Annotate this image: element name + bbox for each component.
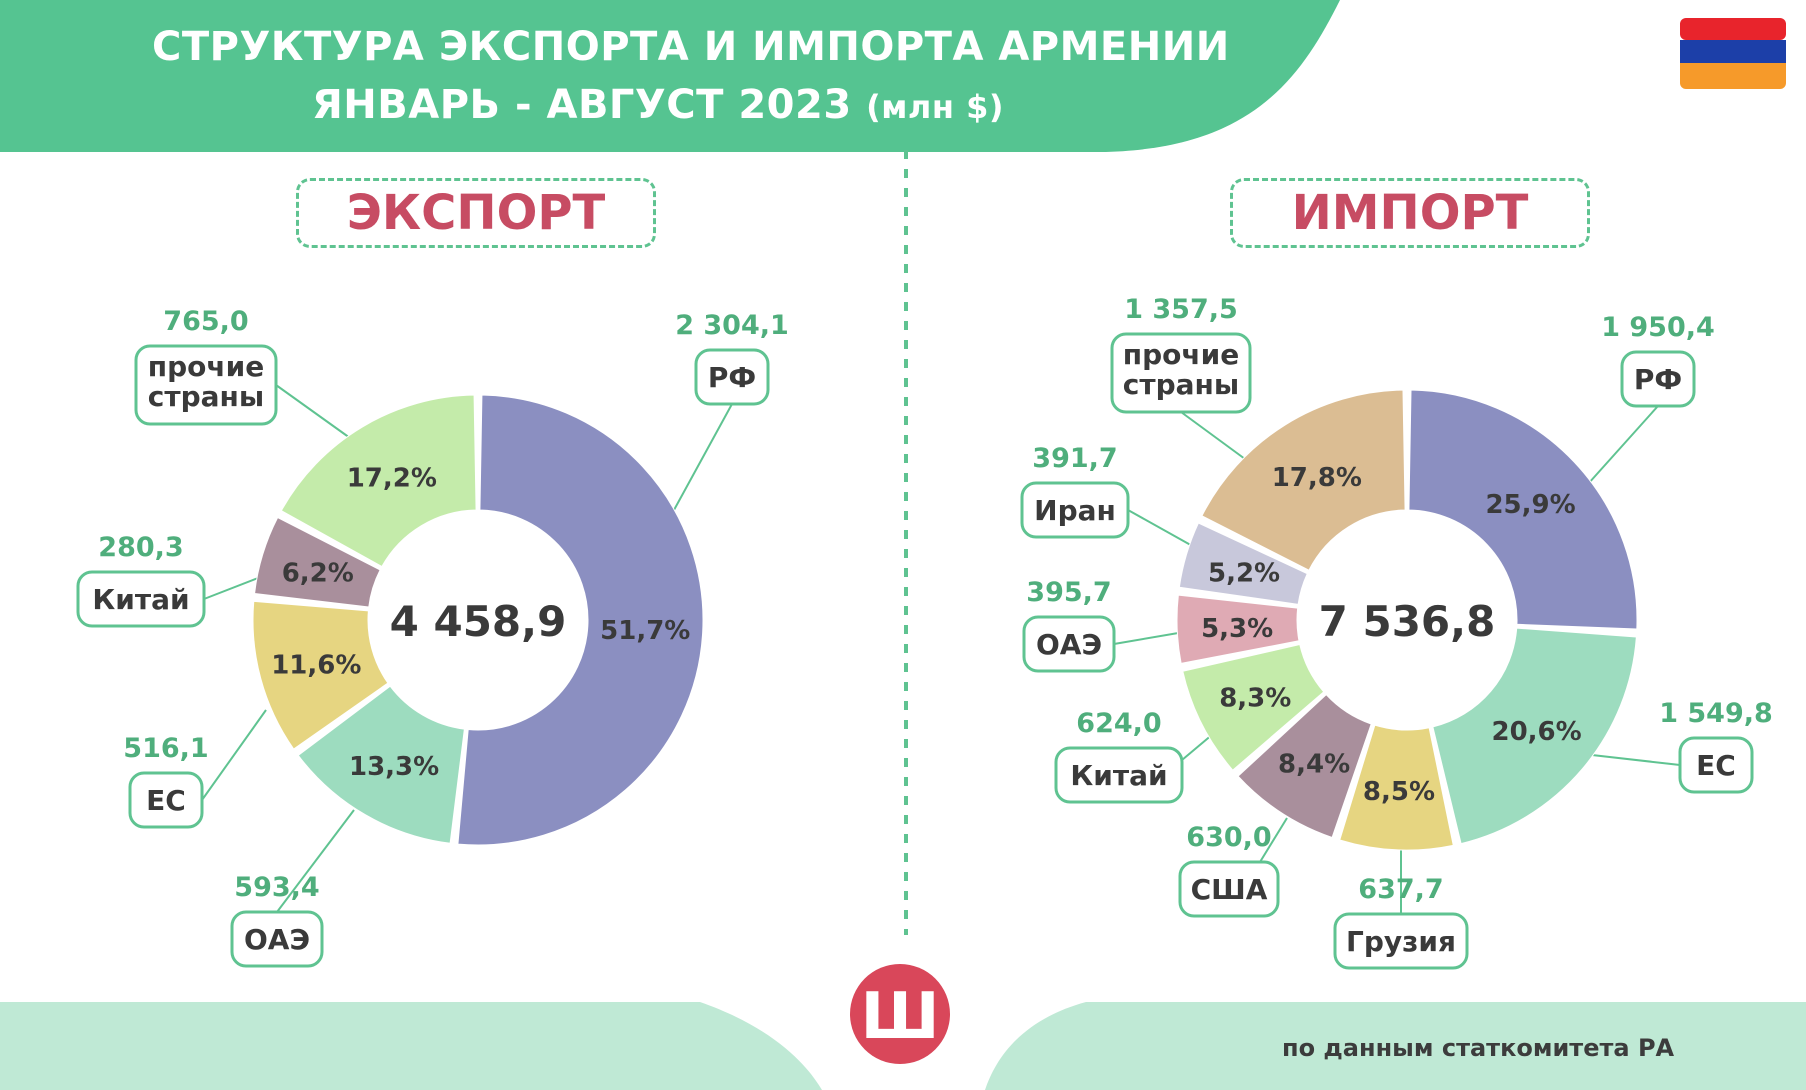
import-category-label-китай: Китай	[1070, 759, 1167, 792]
import-value-label-грузия: 637,7	[1358, 874, 1443, 905]
import-slice-сша	[1237, 693, 1372, 839]
armenia-flag-icon	[1680, 18, 1786, 89]
import-pct-label-ес: 20,6%	[1492, 717, 1582, 747]
export-value-label-китай: 280,3	[98, 532, 183, 563]
export-slice-китай	[254, 516, 381, 608]
source-note: по данным статкомитета РА	[1282, 1034, 1675, 1062]
import-label-box-оаэ	[1022, 615, 1116, 673]
import-value-label-прочие-страны: 1 357,5	[1124, 294, 1238, 325]
import-value-label-рф: 1 950,4	[1601, 312, 1715, 343]
import-pct-label-грузия: 8,5%	[1363, 777, 1435, 807]
import-pct-label-рф: 25,9%	[1485, 490, 1575, 520]
page-title-line2: ЯНВАРЬ - АВГУСТ 2023 (млн $)	[312, 82, 1004, 128]
import-leader-line-сша	[1259, 817, 1288, 863]
export-pct-label-прочие-страны: 17,2%	[347, 463, 437, 493]
import-value-label-иран: 391,7	[1032, 443, 1117, 474]
export-category-label-прочие-страны: прочие	[148, 350, 264, 383]
import-label-box-китай	[1054, 746, 1184, 804]
export-value-label-оаэ: 593,4	[234, 872, 319, 903]
import-pct-label-иран: 5,2%	[1208, 559, 1280, 589]
import-value-label-сша: 630,0	[1186, 822, 1271, 853]
export-leader-line-ес	[201, 709, 267, 801]
import-leader-line-иран	[1127, 509, 1197, 549]
svg-text:Ш: Ш	[860, 980, 939, 1054]
import-category-label-ес: ЕС	[1696, 749, 1736, 782]
import-slice-грузия	[1339, 724, 1454, 851]
export-pct-label-рф: 51,7%	[600, 616, 690, 646]
import-value-label-оаэ: 395,7	[1026, 577, 1111, 608]
import-pct-label-оаэ: 5,3%	[1201, 614, 1273, 644]
export-leader-line-прочие-страны	[275, 384, 351, 439]
export-section-title: ЭКСПОРТ	[296, 178, 656, 248]
footer-band-right	[985, 1002, 1806, 1090]
footer-band-left	[0, 1002, 822, 1090]
import-pct-label-прочие-страны: 17,8%	[1272, 463, 1362, 493]
export-value-label-прочие-страны: 765,0	[163, 306, 248, 337]
export-label-box-ес	[128, 771, 204, 829]
export-leader-line-рф	[673, 403, 733, 511]
export-category-label-оаэ: ОАЭ	[244, 923, 310, 956]
import-slice-китай	[1182, 643, 1325, 771]
header-band	[0, 0, 1340, 152]
export-label-box-оаэ	[230, 910, 324, 968]
import-slice-оаэ	[1176, 594, 1300, 664]
import-pct-label-сша: 8,4%	[1278, 749, 1350, 779]
export-category-label-ес: ЕС	[146, 784, 186, 817]
title-period: ЯНВАРЬ - АВГУСТ 2023	[312, 82, 852, 128]
import-category-label-прочие-страны: страны	[1123, 368, 1239, 401]
import-label-box-ес	[1678, 736, 1754, 794]
export-slice-прочие-страны	[280, 394, 477, 568]
import-slice-прочие-страны	[1201, 389, 1406, 571]
import-donut-chart: 25,9% 20,6% 8,5% 8,4% 8,3% 5,3% 5,2% 17,8% 7 536…	[1020, 294, 1773, 970]
import-label-box-прочие-страны	[1110, 332, 1252, 414]
export-total-value: 4 458,9	[390, 597, 567, 646]
import-leader-line-ес	[1591, 754, 1681, 766]
import-label-box-иран	[1020, 481, 1130, 539]
export-category-label-прочие-страны: страны	[148, 380, 264, 413]
import-slice-иран	[1178, 522, 1308, 605]
export-slice-оаэ	[297, 685, 465, 844]
export-category-label-китай: Китай	[92, 583, 189, 616]
export-category-label-рф: РФ	[708, 361, 756, 394]
import-leader-line-оаэ	[1113, 631, 1185, 645]
export-value-label-ес: 516,1	[123, 733, 208, 764]
import-value-label-ес: 1 549,8	[1659, 698, 1773, 729]
import-value-label-китай: 624,0	[1076, 708, 1161, 739]
w-logo-icon: Ш	[850, 964, 950, 1064]
export-pct-label-оаэ: 13,3%	[349, 752, 439, 782]
import-label-box-рф	[1620, 350, 1696, 408]
export-value-label-рф: 2 304,1	[675, 310, 789, 341]
import-label-box-грузия	[1333, 912, 1469, 970]
export-donut-chart: 51,7% 13,3% 11,6% 6,2% 17,2% 4 458,9 РФ 2 304,1…	[76, 306, 789, 968]
export-slice-ес	[252, 600, 389, 750]
export-label-box-прочие-страны	[134, 344, 278, 426]
import-category-label-рф: РФ	[1634, 363, 1682, 396]
import-slice-ес	[1432, 627, 1637, 845]
export-pct-label-китай: 6,2%	[282, 558, 354, 588]
import-category-label-прочие-страны: прочие	[1123, 338, 1239, 371]
import-label-box-сша	[1178, 860, 1280, 918]
import-category-label-сша: США	[1191, 873, 1268, 906]
import-category-label-оаэ: ОАЭ	[1036, 628, 1102, 661]
import-category-label-иран: Иран	[1034, 494, 1116, 527]
export-label-box-рф	[694, 348, 770, 406]
import-slice-рф	[1408, 389, 1638, 630]
export-slice-рф	[457, 394, 704, 846]
export-pct-label-ес: 11,6%	[271, 651, 361, 681]
import-leader-line-рф	[1587, 405, 1659, 485]
page-title-line1: СТРУКТУРА ЭКСПОРТА И ИМПОРТА АРМЕНИИ	[152, 24, 1230, 70]
export-label-box-китай	[76, 570, 206, 628]
title-unit: (млн $)	[866, 88, 1004, 126]
import-total-value: 7 536,8	[1319, 597, 1496, 646]
import-category-label-грузия: Грузия	[1346, 925, 1456, 958]
export-leader-line-оаэ	[276, 809, 355, 913]
export-leader-line-китай	[203, 577, 259, 600]
import-section-title: ИМПОРТ	[1230, 178, 1590, 248]
import-pct-label-китай: 8,3%	[1219, 684, 1291, 714]
